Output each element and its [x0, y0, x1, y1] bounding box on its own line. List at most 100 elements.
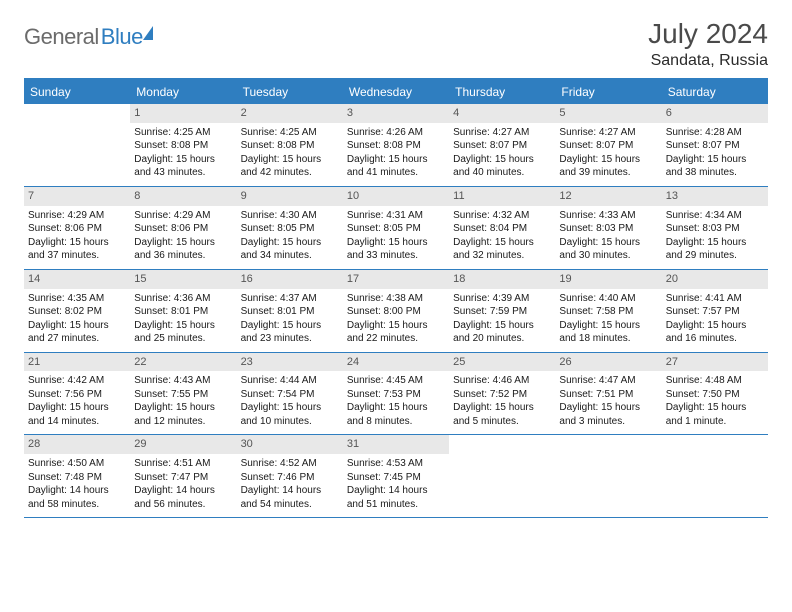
cell-line-d2: and 40 minutes. — [453, 166, 551, 180]
calendar-body: 1Sunrise: 4:25 AMSunset: 8:08 PMDaylight… — [24, 104, 768, 518]
day-number: 29 — [130, 435, 236, 454]
location-label: Sandata, Russia — [648, 52, 768, 70]
cell-line-d1: Daylight: 15 hours — [347, 153, 445, 167]
day-number: 2 — [237, 104, 343, 123]
day-number: 1 — [130, 104, 236, 123]
cell-line-d2: and 14 minutes. — [28, 415, 126, 429]
cell-line-d1: Daylight: 15 hours — [559, 236, 657, 250]
cell-line-sunrise: Sunrise: 4:28 AM — [666, 126, 764, 140]
cell-line-sunset: Sunset: 8:01 PM — [241, 305, 339, 319]
calendar-cell: 21Sunrise: 4:42 AMSunset: 7:56 PMDayligh… — [24, 353, 130, 435]
cell-line-d2: and 54 minutes. — [241, 498, 339, 512]
calendar-cell: 20Sunrise: 4:41 AMSunset: 7:57 PMDayligh… — [662, 270, 768, 352]
cell-line-sunset: Sunset: 7:55 PM — [134, 388, 232, 402]
cell-line-d2: and 38 minutes. — [666, 166, 764, 180]
cell-line-sunrise: Sunrise: 4:38 AM — [347, 292, 445, 306]
cell-line-sunrise: Sunrise: 4:43 AM — [134, 374, 232, 388]
title-block: July 2024 Sandata, Russia — [648, 18, 768, 70]
day-number: 4 — [449, 104, 555, 123]
cell-line-sunrise: Sunrise: 4:34 AM — [666, 209, 764, 223]
cell-line-d2: and 34 minutes. — [241, 249, 339, 263]
cell-line-sunrise: Sunrise: 4:53 AM — [347, 457, 445, 471]
cell-line-d2: and 3 minutes. — [559, 415, 657, 429]
calendar-cell: 25Sunrise: 4:46 AMSunset: 7:52 PMDayligh… — [449, 353, 555, 435]
calendar-cell — [555, 435, 661, 517]
day-header-cell: Friday — [555, 80, 661, 104]
cell-line-sunrise: Sunrise: 4:51 AM — [134, 457, 232, 471]
cell-line-d1: Daylight: 15 hours — [666, 153, 764, 167]
cell-line-d1: Daylight: 15 hours — [347, 236, 445, 250]
cell-line-sunrise: Sunrise: 4:35 AM — [28, 292, 126, 306]
calendar-cell: 29Sunrise: 4:51 AMSunset: 7:47 PMDayligh… — [130, 435, 236, 517]
calendar-week: 28Sunrise: 4:50 AMSunset: 7:48 PMDayligh… — [24, 435, 768, 518]
cell-line-d2: and 25 minutes. — [134, 332, 232, 346]
cell-line-d2: and 16 minutes. — [666, 332, 764, 346]
cell-line-sunrise: Sunrise: 4:44 AM — [241, 374, 339, 388]
calendar-cell: 19Sunrise: 4:40 AMSunset: 7:58 PMDayligh… — [555, 270, 661, 352]
cell-line-d1: Daylight: 15 hours — [453, 153, 551, 167]
cell-line-sunrise: Sunrise: 4:46 AM — [453, 374, 551, 388]
cell-line-sunrise: Sunrise: 4:41 AM — [666, 292, 764, 306]
day-number: 16 — [237, 270, 343, 289]
month-title: July 2024 — [648, 18, 768, 50]
calendar-week: 21Sunrise: 4:42 AMSunset: 7:56 PMDayligh… — [24, 353, 768, 436]
calendar-cell: 11Sunrise: 4:32 AMSunset: 8:04 PMDayligh… — [449, 187, 555, 269]
cell-line-sunset: Sunset: 7:59 PM — [453, 305, 551, 319]
day-number: 28 — [24, 435, 130, 454]
cell-line-d1: Daylight: 15 hours — [559, 153, 657, 167]
cell-line-d2: and 42 minutes. — [241, 166, 339, 180]
cell-line-sunset: Sunset: 7:54 PM — [241, 388, 339, 402]
cell-line-d1: Daylight: 15 hours — [559, 319, 657, 333]
cell-line-sunset: Sunset: 8:05 PM — [241, 222, 339, 236]
cell-line-sunset: Sunset: 7:46 PM — [241, 471, 339, 485]
day-header-cell: Tuesday — [237, 80, 343, 104]
cell-line-sunset: Sunset: 8:07 PM — [453, 139, 551, 153]
cell-line-sunset: Sunset: 8:08 PM — [241, 139, 339, 153]
cell-line-d2: and 22 minutes. — [347, 332, 445, 346]
day-number: 15 — [130, 270, 236, 289]
day-number: 12 — [555, 187, 661, 206]
cell-line-sunset: Sunset: 7:51 PM — [559, 388, 657, 402]
day-number: 25 — [449, 353, 555, 372]
cell-line-d2: and 5 minutes. — [453, 415, 551, 429]
day-number: 11 — [449, 187, 555, 206]
calendar-cell: 8Sunrise: 4:29 AMSunset: 8:06 PMDaylight… — [130, 187, 236, 269]
calendar-cell: 12Sunrise: 4:33 AMSunset: 8:03 PMDayligh… — [555, 187, 661, 269]
cell-line-d2: and 18 minutes. — [559, 332, 657, 346]
calendar-cell: 28Sunrise: 4:50 AMSunset: 7:48 PMDayligh… — [24, 435, 130, 517]
day-number: 26 — [555, 353, 661, 372]
cell-line-d2: and 20 minutes. — [453, 332, 551, 346]
cell-line-sunrise: Sunrise: 4:47 AM — [559, 374, 657, 388]
day-number: 27 — [662, 353, 768, 372]
day-number: 18 — [449, 270, 555, 289]
calendar-cell: 24Sunrise: 4:45 AMSunset: 7:53 PMDayligh… — [343, 353, 449, 435]
calendar-cell — [449, 435, 555, 517]
calendar-cell: 31Sunrise: 4:53 AMSunset: 7:45 PMDayligh… — [343, 435, 449, 517]
cell-line-sunrise: Sunrise: 4:45 AM — [347, 374, 445, 388]
cell-line-sunrise: Sunrise: 4:29 AM — [28, 209, 126, 223]
calendar-cell: 27Sunrise: 4:48 AMSunset: 7:50 PMDayligh… — [662, 353, 768, 435]
day-header-cell: Saturday — [662, 80, 768, 104]
cell-line-sunrise: Sunrise: 4:29 AM — [134, 209, 232, 223]
calendar-cell — [24, 104, 130, 186]
day-number: 31 — [343, 435, 449, 454]
cell-line-sunset: Sunset: 7:48 PM — [28, 471, 126, 485]
day-number: 22 — [130, 353, 236, 372]
cell-line-d1: Daylight: 15 hours — [666, 319, 764, 333]
calendar-cell: 4Sunrise: 4:27 AMSunset: 8:07 PMDaylight… — [449, 104, 555, 186]
calendar-cell: 17Sunrise: 4:38 AMSunset: 8:00 PMDayligh… — [343, 270, 449, 352]
cell-line-d1: Daylight: 15 hours — [347, 319, 445, 333]
cell-line-sunset: Sunset: 8:04 PM — [453, 222, 551, 236]
cell-line-sunset: Sunset: 7:53 PM — [347, 388, 445, 402]
day-header-cell: Wednesday — [343, 80, 449, 104]
day-number: 13 — [662, 187, 768, 206]
cell-line-sunset: Sunset: 7:45 PM — [347, 471, 445, 485]
cell-line-d1: Daylight: 15 hours — [453, 319, 551, 333]
cell-line-d1: Daylight: 15 hours — [666, 401, 764, 415]
day-header-row: SundayMondayTuesdayWednesdayThursdayFrid… — [24, 80, 768, 104]
calendar-cell: 22Sunrise: 4:43 AMSunset: 7:55 PMDayligh… — [130, 353, 236, 435]
day-header-cell: Thursday — [449, 80, 555, 104]
cell-line-sunrise: Sunrise: 4:42 AM — [28, 374, 126, 388]
calendar-cell: 15Sunrise: 4:36 AMSunset: 8:01 PMDayligh… — [130, 270, 236, 352]
cell-line-sunrise: Sunrise: 4:50 AM — [28, 457, 126, 471]
